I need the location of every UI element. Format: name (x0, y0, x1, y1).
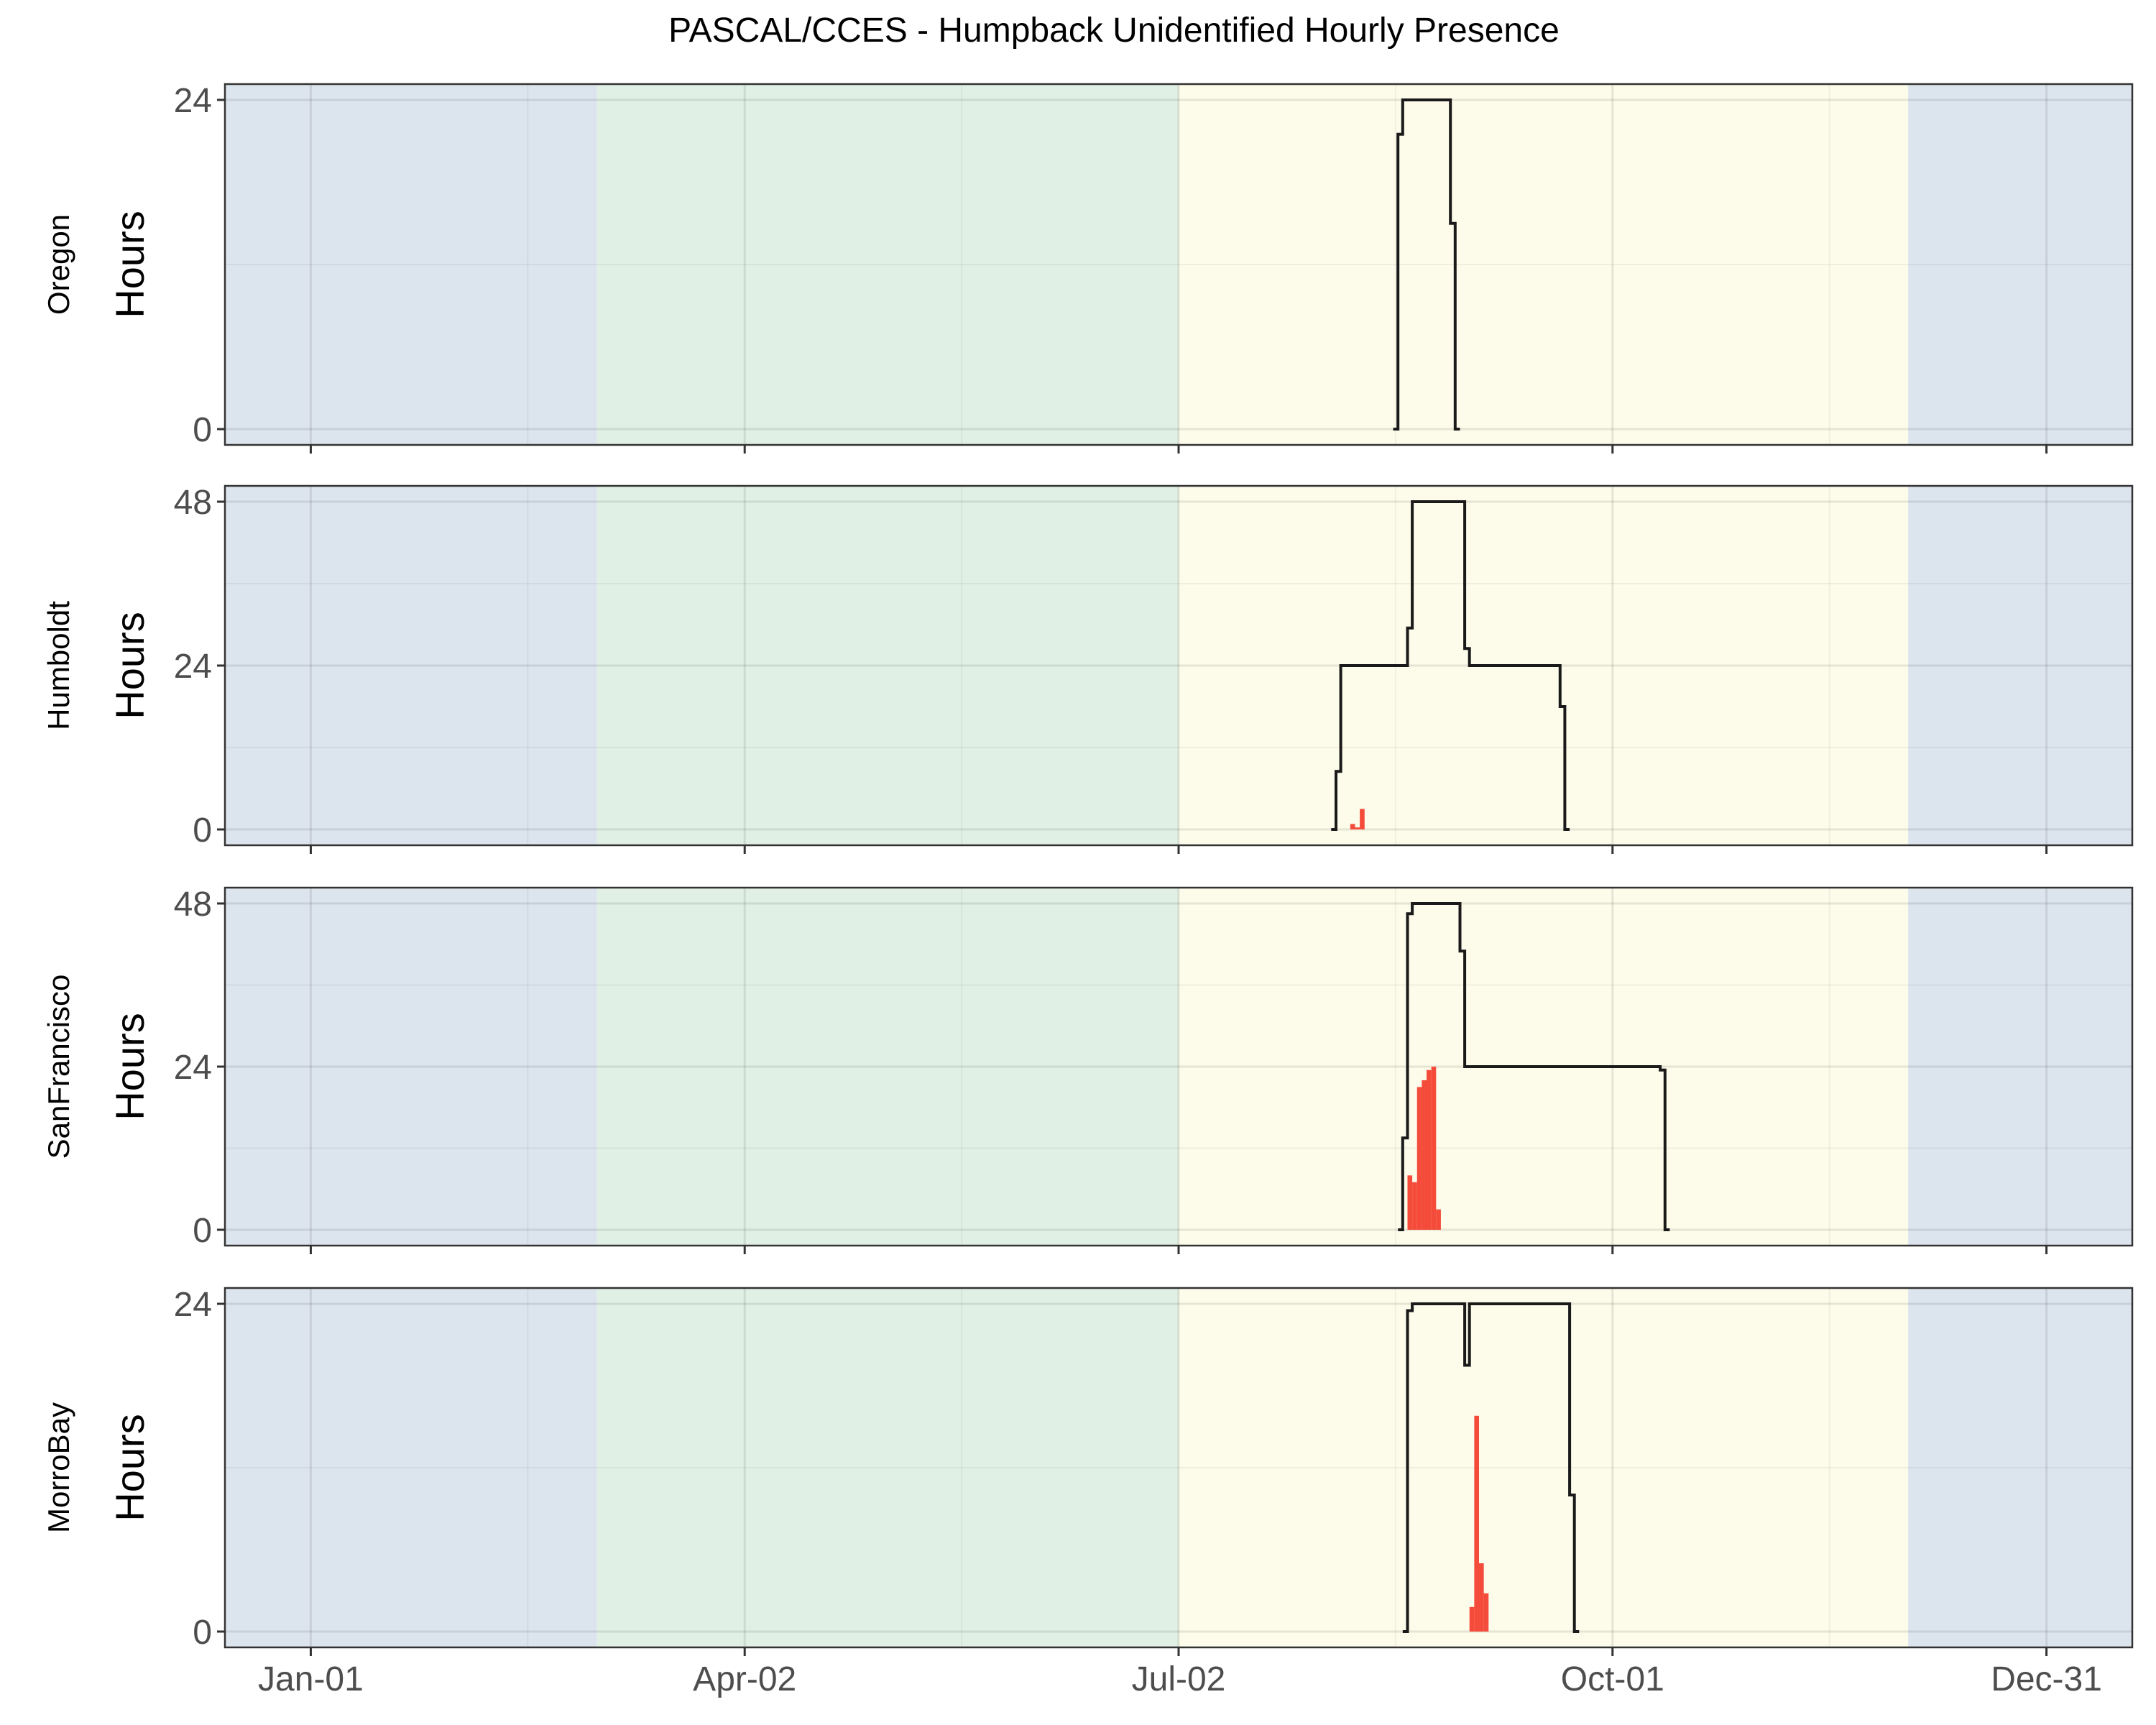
y-tick-label: 48 (174, 484, 212, 522)
panel-morrobay: 0 24 Hours MorroBay (42, 1286, 2134, 1656)
y-tick-label: 0 (193, 811, 212, 850)
y-tick-label: 0 (193, 1614, 212, 1652)
season-band-winter (1908, 84, 2132, 445)
y-tick-label: 24 (174, 648, 212, 686)
effort-line (1402, 1302, 1580, 1633)
y-axis-label: Hours (107, 1414, 152, 1521)
presence-bar (1474, 1415, 1480, 1632)
panel-oregon: 0 24 Hours Oregon (42, 82, 2134, 454)
x-tick-label: Dec-31 (1991, 1660, 2102, 1698)
season-band-winter (1908, 888, 2132, 1246)
season-band-summer (1179, 84, 1909, 445)
presence-bar (1436, 1209, 1441, 1230)
season-band-spring (596, 486, 1179, 845)
effort-line (1398, 902, 1670, 1231)
chart-title: PASCAL/CCES - Humpback Unidentified Hour… (668, 12, 1560, 50)
presence-bar (1416, 1087, 1422, 1230)
season-band-spring (596, 888, 1179, 1246)
y-tick-label: 48 (174, 886, 212, 924)
panel-sanfrancisco: 0 24 48 Hours SanFrancisco (42, 886, 2134, 1254)
presence-bar (1355, 827, 1360, 829)
season-band-summer (1179, 1288, 1909, 1647)
presence-bar (1360, 809, 1365, 829)
panel-label-sanfrancisco: SanFrancisco (42, 975, 75, 1159)
presence-bar (1469, 1606, 1475, 1632)
season-band-winter (1908, 486, 2132, 845)
presence-bar (1427, 1070, 1432, 1230)
effort-line (1393, 98, 1460, 431)
panel-label-oregon: Oregon (42, 214, 75, 315)
y-tick-label: 24 (174, 1286, 212, 1324)
y-axis-label: Hours (107, 211, 152, 318)
panel-label-humboldt: Humboldt (42, 601, 75, 730)
presence-bar (1422, 1080, 1427, 1230)
y-tick-label: 24 (174, 82, 212, 120)
y-tick-label: 24 (174, 1049, 212, 1087)
presence-bar (1350, 824, 1355, 829)
x-tick-label: Jul-02 (1132, 1660, 1226, 1698)
y-tick-label: 0 (193, 411, 212, 449)
season-band-winter (1908, 1288, 2132, 1647)
season-band-winter (225, 1288, 597, 1647)
presence-bar (1407, 1175, 1413, 1230)
y-tick-label: 0 (193, 1212, 212, 1250)
y-axis-label: Hours (107, 612, 152, 719)
panel-label-morrobay: MorroBay (42, 1402, 75, 1533)
effort-line (1331, 500, 1570, 831)
presence-bar (1412, 1182, 1417, 1230)
presence-bar (1431, 1067, 1437, 1230)
x-tick-label: Oct-01 (1561, 1660, 1664, 1698)
season-band-winter (225, 84, 597, 445)
panel-humboldt: 0 24 48 Hours Humboldt (42, 484, 2134, 854)
x-tick-label: Apr-02 (693, 1660, 796, 1698)
presence-bar (1479, 1563, 1484, 1632)
season-band-winter (225, 888, 597, 1246)
x-tick-label: Jan-01 (258, 1660, 364, 1698)
presence-bar (1483, 1593, 1489, 1632)
season-band-winter (225, 486, 597, 845)
y-axis-label: Hours (107, 1013, 152, 1120)
season-band-spring (596, 1288, 1179, 1647)
season-band-spring (596, 84, 1179, 445)
